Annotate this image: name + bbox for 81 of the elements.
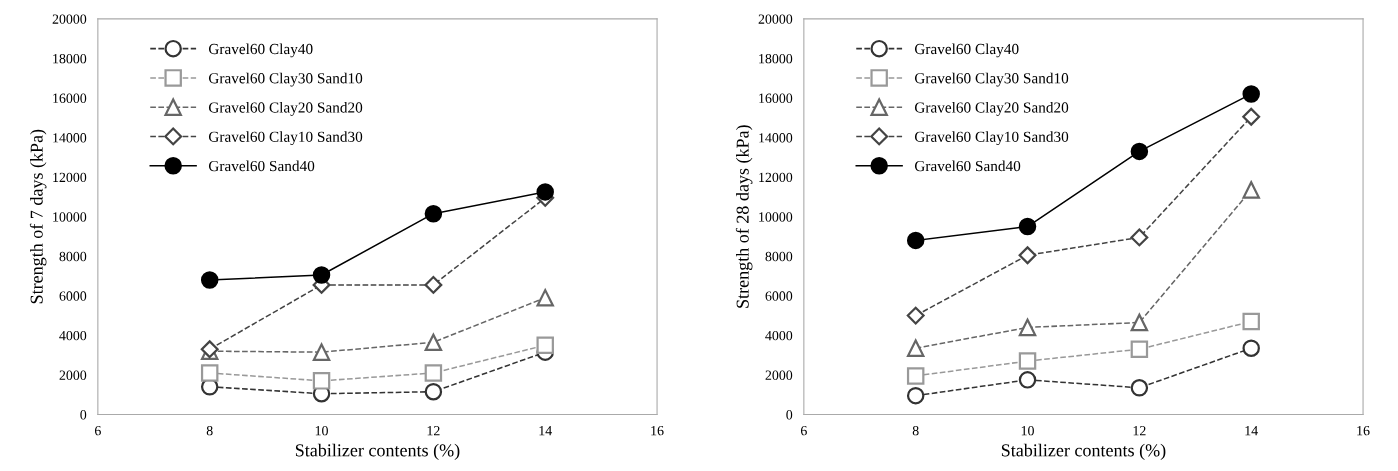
y-tick-label: 14000: [759, 133, 793, 143]
point: [200, 364, 219, 382]
point: [312, 266, 331, 284]
point: [1018, 371, 1037, 389]
y-tick-label: 18000: [53, 53, 87, 64]
y-tick-label: 16000: [53, 93, 87, 103]
point: [1130, 340, 1149, 358]
point: [424, 204, 443, 223]
legend-label: Gravel60 Sand40: [208, 160, 315, 172]
y-tick-label: 0: [786, 410, 793, 420]
y-tick-label: 10000: [53, 212, 87, 222]
x-tick-label: 16: [651, 426, 664, 436]
y-tick-label: 6000: [59, 291, 87, 301]
x-tick-label: 8: [206, 425, 213, 436]
x-tick-label: 10: [1021, 425, 1034, 436]
y-tick-label: 6000: [765, 291, 793, 301]
point: [906, 339, 925, 357]
point: [906, 231, 925, 250]
y-tick-label: 12000: [759, 172, 793, 183]
point: [1130, 379, 1149, 397]
point: [424, 364, 443, 382]
y-tick-label: 4000: [765, 330, 793, 341]
x-axis-title: Stabilizer contents (%): [295, 443, 460, 461]
y-tick-label: 0: [80, 410, 87, 420]
legend-label: Gravel60 Clay40: [208, 43, 313, 58]
y-tick-label: 16000: [759, 93, 793, 103]
legend-label: Gravel60 Clay10 Sand30: [914, 131, 1069, 146]
point: [312, 343, 331, 361]
point: [1242, 339, 1260, 357]
point: [1018, 318, 1037, 337]
legend-label: Gravel60 Clay30 Sand10: [914, 72, 1069, 87]
point: [1242, 85, 1260, 103]
legend-label: Gravel60 Clay20 Sand20: [208, 101, 363, 116]
y-axis-title: Strength of 28 days (kPa): [735, 125, 753, 308]
point: [200, 271, 219, 289]
y-tick-label: 20000: [758, 14, 793, 24]
point: [1018, 246, 1037, 265]
legend-label: Gravel60 Clay20 Sand20: [914, 101, 1069, 116]
point: [1242, 107, 1261, 126]
x-tick-label: 8: [912, 425, 919, 436]
y-tick-label: 18000: [759, 53, 793, 64]
point: [1130, 313, 1149, 332]
y-tick-label: 2000: [765, 370, 793, 380]
x-tick-label: 14: [539, 426, 552, 436]
point: [1018, 352, 1037, 370]
y-tick-label: 10000: [759, 212, 793, 222]
point: [906, 306, 925, 325]
point: [536, 336, 554, 354]
point: [312, 372, 331, 390]
point: [1018, 217, 1037, 236]
legend-label: Gravel60 Clay30 Sand10: [208, 72, 363, 87]
legend-label: Gravel60 Clay40: [914, 43, 1019, 58]
x-tick-label: 12: [427, 426, 440, 436]
point: [1242, 181, 1260, 199]
point: [424, 275, 443, 294]
x-tick-label: 12: [1133, 426, 1146, 436]
y-tick-label: 4000: [59, 330, 87, 341]
x-tick-label: 6: [94, 426, 101, 436]
point: [1130, 142, 1149, 161]
point: [424, 333, 443, 352]
point: [424, 382, 443, 401]
point: [536, 289, 554, 307]
x-tick-label: 16: [1357, 426, 1370, 436]
y-tick-label: 12000: [53, 172, 87, 183]
legend-label: Gravel60 Sand40: [914, 160, 1021, 172]
point: [906, 386, 925, 405]
point: [1130, 228, 1149, 247]
y-axis-title: Strength of 7 days (kPa): [29, 129, 47, 304]
point: [536, 183, 554, 201]
point: [906, 367, 925, 385]
x-tick-label: 14: [1245, 426, 1258, 436]
x-tick-label: 10: [315, 425, 328, 436]
x-tick-label: 6: [800, 426, 807, 436]
legend-label: Gravel60 Clay10 Sand30: [208, 131, 363, 146]
point: [1242, 312, 1260, 331]
y-tick-label: 14000: [53, 133, 87, 143]
y-tick-label: 20000: [52, 14, 87, 24]
y-tick-label: 8000: [765, 251, 793, 262]
y-tick-label: 8000: [59, 251, 87, 262]
y-tick-label: 2000: [59, 370, 87, 380]
x-axis-title: Stabilizer contents (%): [1001, 443, 1166, 461]
